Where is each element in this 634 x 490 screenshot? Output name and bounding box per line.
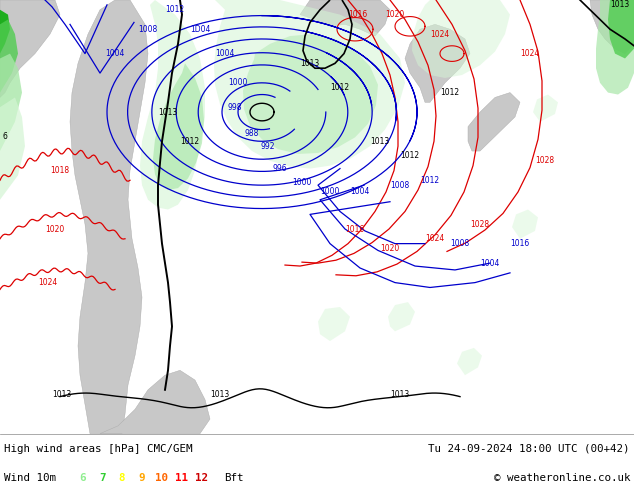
- Polygon shape: [153, 63, 204, 190]
- Text: 1024: 1024: [425, 234, 444, 243]
- Polygon shape: [468, 93, 520, 151]
- Text: © weatheronline.co.uk: © weatheronline.co.uk: [493, 472, 630, 483]
- Text: 11: 11: [176, 472, 188, 483]
- Text: 1004: 1004: [216, 49, 235, 58]
- Text: 1000: 1000: [320, 188, 340, 196]
- Text: 1013: 1013: [53, 390, 72, 399]
- Text: High wind areas [hPa] CMC/GEM: High wind areas [hPa] CMC/GEM: [4, 444, 193, 454]
- Polygon shape: [412, 0, 510, 78]
- Text: 1028: 1028: [470, 220, 489, 229]
- Text: 1D04: 1D04: [190, 24, 210, 34]
- Polygon shape: [388, 302, 415, 331]
- Polygon shape: [533, 95, 558, 122]
- Text: 12: 12: [195, 472, 209, 483]
- Text: 996: 996: [273, 164, 287, 173]
- Polygon shape: [0, 53, 22, 151]
- Text: 988: 988: [245, 129, 259, 138]
- Text: 1012: 1012: [441, 88, 460, 97]
- Text: 1016: 1016: [348, 10, 368, 19]
- Polygon shape: [590, 0, 634, 53]
- Text: 1012: 1012: [330, 83, 349, 92]
- Text: 1024: 1024: [521, 49, 540, 58]
- Text: 8: 8: [119, 472, 126, 483]
- Polygon shape: [200, 0, 405, 169]
- Text: 998: 998: [228, 103, 242, 112]
- Polygon shape: [512, 210, 538, 239]
- Text: 1024: 1024: [430, 29, 450, 39]
- Polygon shape: [100, 370, 210, 434]
- Text: 1008: 1008: [391, 181, 410, 190]
- Text: 1013: 1013: [158, 108, 178, 117]
- Polygon shape: [0, 10, 10, 53]
- Polygon shape: [0, 20, 18, 93]
- Text: 1013: 1013: [370, 137, 390, 146]
- Text: Wind 10m: Wind 10m: [4, 472, 56, 483]
- Polygon shape: [318, 307, 350, 341]
- Polygon shape: [0, 0, 60, 98]
- Polygon shape: [70, 0, 148, 434]
- Text: 1016: 1016: [510, 239, 529, 248]
- Text: 6: 6: [3, 132, 8, 141]
- Text: Tu 24-09-2024 18:00 UTC (00+42): Tu 24-09-2024 18:00 UTC (00+42): [429, 444, 630, 454]
- Text: 1020: 1020: [380, 244, 399, 253]
- Polygon shape: [596, 0, 634, 95]
- Text: 1012: 1012: [401, 151, 420, 160]
- Text: 7: 7: [99, 472, 105, 483]
- Polygon shape: [608, 0, 634, 58]
- Text: 1000: 1000: [292, 178, 312, 187]
- Text: 1028: 1028: [536, 156, 555, 165]
- Text: 1008: 1008: [138, 24, 158, 34]
- Text: 1020: 1020: [46, 224, 65, 234]
- Polygon shape: [300, 0, 390, 36]
- Text: 1020: 1020: [385, 10, 404, 19]
- Text: 992: 992: [261, 142, 275, 150]
- Polygon shape: [140, 0, 205, 210]
- Text: 1012: 1012: [181, 137, 200, 146]
- Polygon shape: [243, 34, 378, 154]
- Text: 1004: 1004: [105, 49, 125, 58]
- Text: 1012: 1012: [420, 176, 439, 185]
- Text: 1004: 1004: [351, 188, 370, 196]
- Text: 1013: 1013: [301, 59, 320, 68]
- Text: 1024: 1024: [39, 278, 58, 287]
- Polygon shape: [0, 98, 25, 200]
- Text: Bft: Bft: [224, 472, 243, 483]
- Text: 1012: 1012: [165, 5, 184, 14]
- Text: 1016: 1016: [346, 224, 365, 234]
- Text: 1013: 1013: [611, 0, 630, 9]
- Polygon shape: [457, 348, 482, 375]
- Text: 6: 6: [79, 472, 85, 483]
- Text: 1013: 1013: [210, 390, 230, 399]
- Text: 1000: 1000: [228, 78, 248, 87]
- Text: 1018: 1018: [51, 166, 70, 175]
- Polygon shape: [405, 24, 470, 102]
- Text: 10: 10: [155, 472, 169, 483]
- Text: 1004: 1004: [481, 259, 500, 268]
- Text: 1013: 1013: [391, 390, 410, 399]
- Text: 9: 9: [139, 472, 145, 483]
- Text: 1008: 1008: [450, 239, 470, 248]
